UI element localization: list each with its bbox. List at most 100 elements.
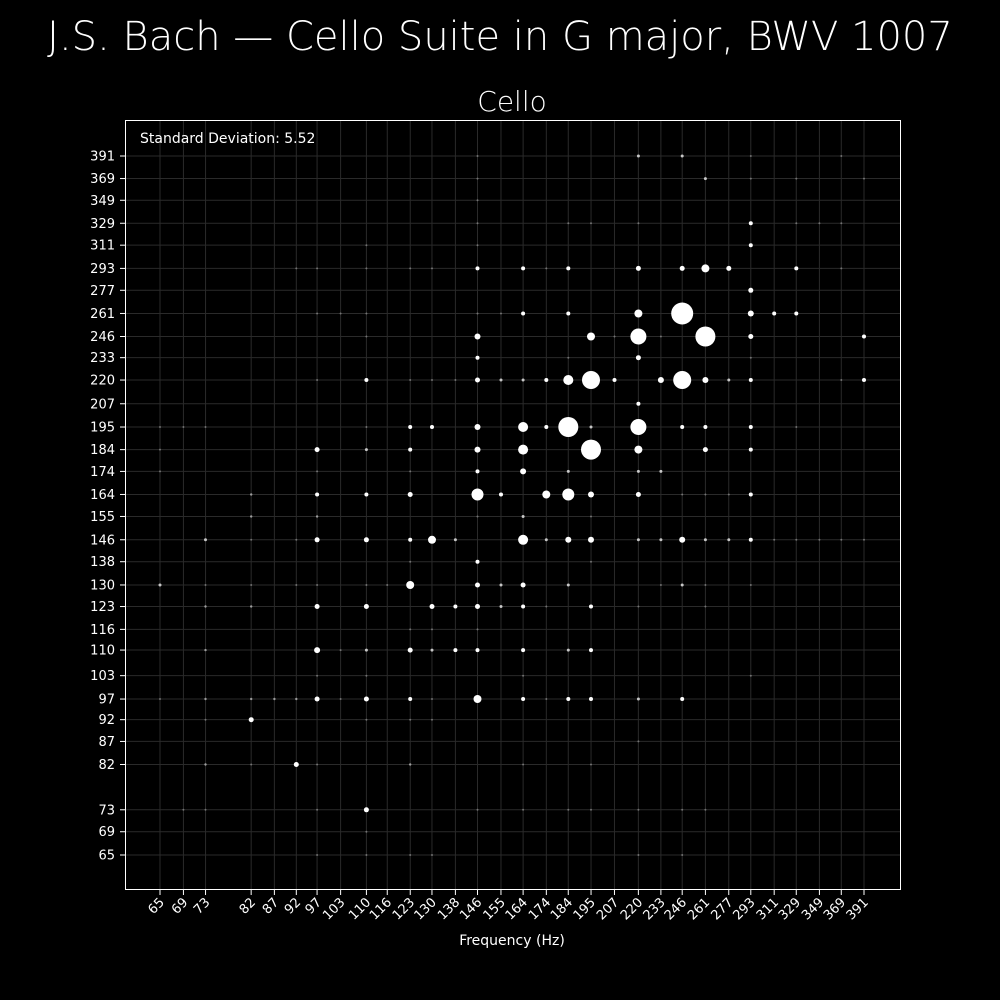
data-point xyxy=(431,267,433,270)
data-point xyxy=(590,515,592,518)
data-point xyxy=(589,604,593,609)
data-point xyxy=(840,379,843,381)
data-point xyxy=(204,697,207,701)
x-tick-label: 164 xyxy=(503,895,531,923)
y-tick-label: 138 xyxy=(90,555,115,570)
data-point xyxy=(566,266,571,271)
data-point xyxy=(840,222,843,225)
data-point xyxy=(316,379,319,381)
data-point xyxy=(772,311,777,316)
data-point xyxy=(747,310,754,317)
data-point xyxy=(182,426,185,428)
data-point xyxy=(749,674,752,677)
data-point xyxy=(703,538,707,542)
data-point xyxy=(250,493,253,496)
x-tick-label: 184 xyxy=(548,895,576,923)
x-tick-label: 130 xyxy=(412,895,440,923)
data-point xyxy=(567,356,570,359)
data-point xyxy=(474,424,481,430)
data-point xyxy=(659,335,662,338)
data-point xyxy=(637,605,640,608)
data-point xyxy=(637,222,640,225)
data-point xyxy=(409,379,412,381)
data-point xyxy=(429,604,435,609)
data-point xyxy=(635,265,641,271)
data-point xyxy=(430,425,434,429)
data-point xyxy=(409,718,412,721)
data-point xyxy=(518,444,529,455)
data-point xyxy=(630,328,647,345)
data-point xyxy=(454,379,457,381)
data-point xyxy=(431,379,433,381)
y-tick-label: 233 xyxy=(90,351,115,366)
chart-title: J.S. Bach — Cello Suite in G major, BWV … xyxy=(47,14,953,60)
y-tick-label: 130 xyxy=(90,578,115,593)
data-point xyxy=(637,740,640,743)
data-point xyxy=(544,378,549,382)
data-point xyxy=(476,222,479,225)
data-point xyxy=(364,648,368,652)
data-point xyxy=(476,808,479,811)
y-tick-label: 69 xyxy=(98,825,115,840)
plot-area xyxy=(125,120,901,890)
data-point xyxy=(386,584,389,586)
y-tick-label: 87 xyxy=(98,735,115,750)
data-point xyxy=(499,605,503,608)
data-point xyxy=(499,378,503,382)
data-point xyxy=(522,763,525,766)
data-point xyxy=(204,605,207,608)
data-point xyxy=(475,648,480,653)
x-axis-label: Frequency (Hz) xyxy=(459,933,565,949)
data-point xyxy=(566,697,571,701)
data-point xyxy=(795,222,798,225)
data-point xyxy=(475,377,480,383)
data-point xyxy=(673,371,692,389)
data-point xyxy=(635,492,641,497)
data-point xyxy=(453,604,458,609)
y-tick-label: 311 xyxy=(90,239,115,254)
data-point xyxy=(473,695,482,703)
data-point xyxy=(704,605,707,608)
data-point xyxy=(680,583,684,587)
data-point xyxy=(566,311,571,316)
data-point xyxy=(316,470,319,473)
data-point xyxy=(636,401,641,406)
data-point xyxy=(563,375,574,385)
data-point xyxy=(158,583,162,587)
data-point xyxy=(726,265,732,271)
data-point xyxy=(204,763,207,766)
data-point xyxy=(476,155,479,157)
data-point xyxy=(589,648,593,653)
data-point xyxy=(520,468,527,475)
data-point xyxy=(314,604,320,609)
data-point xyxy=(679,265,685,271)
data-point xyxy=(430,648,434,652)
data-point xyxy=(248,717,254,723)
data-point xyxy=(749,177,752,180)
data-point xyxy=(521,378,525,382)
data-point xyxy=(409,763,412,766)
x-tick-label: 246 xyxy=(662,895,690,923)
y-tick-label: 207 xyxy=(90,397,115,412)
data-point xyxy=(522,808,525,811)
data-point xyxy=(589,697,593,701)
data-point xyxy=(316,763,319,766)
data-point xyxy=(159,426,161,428)
data-point xyxy=(363,604,369,609)
data-point xyxy=(521,515,525,518)
x-tick-label: 73 xyxy=(191,895,213,917)
data-point xyxy=(748,378,753,382)
y-tick-label: 293 xyxy=(90,262,115,277)
y-tick-label: 369 xyxy=(90,172,115,187)
data-point xyxy=(204,718,207,721)
data-point xyxy=(748,425,753,429)
data-point xyxy=(748,334,754,339)
x-tick-label: 293 xyxy=(730,895,758,923)
data-point xyxy=(159,698,161,700)
y-tick-label: 164 xyxy=(90,488,115,503)
data-point xyxy=(680,154,684,158)
data-point xyxy=(862,378,866,382)
data-point xyxy=(182,808,185,811)
x-tick-label: 92 xyxy=(282,895,304,917)
data-point xyxy=(636,538,640,542)
